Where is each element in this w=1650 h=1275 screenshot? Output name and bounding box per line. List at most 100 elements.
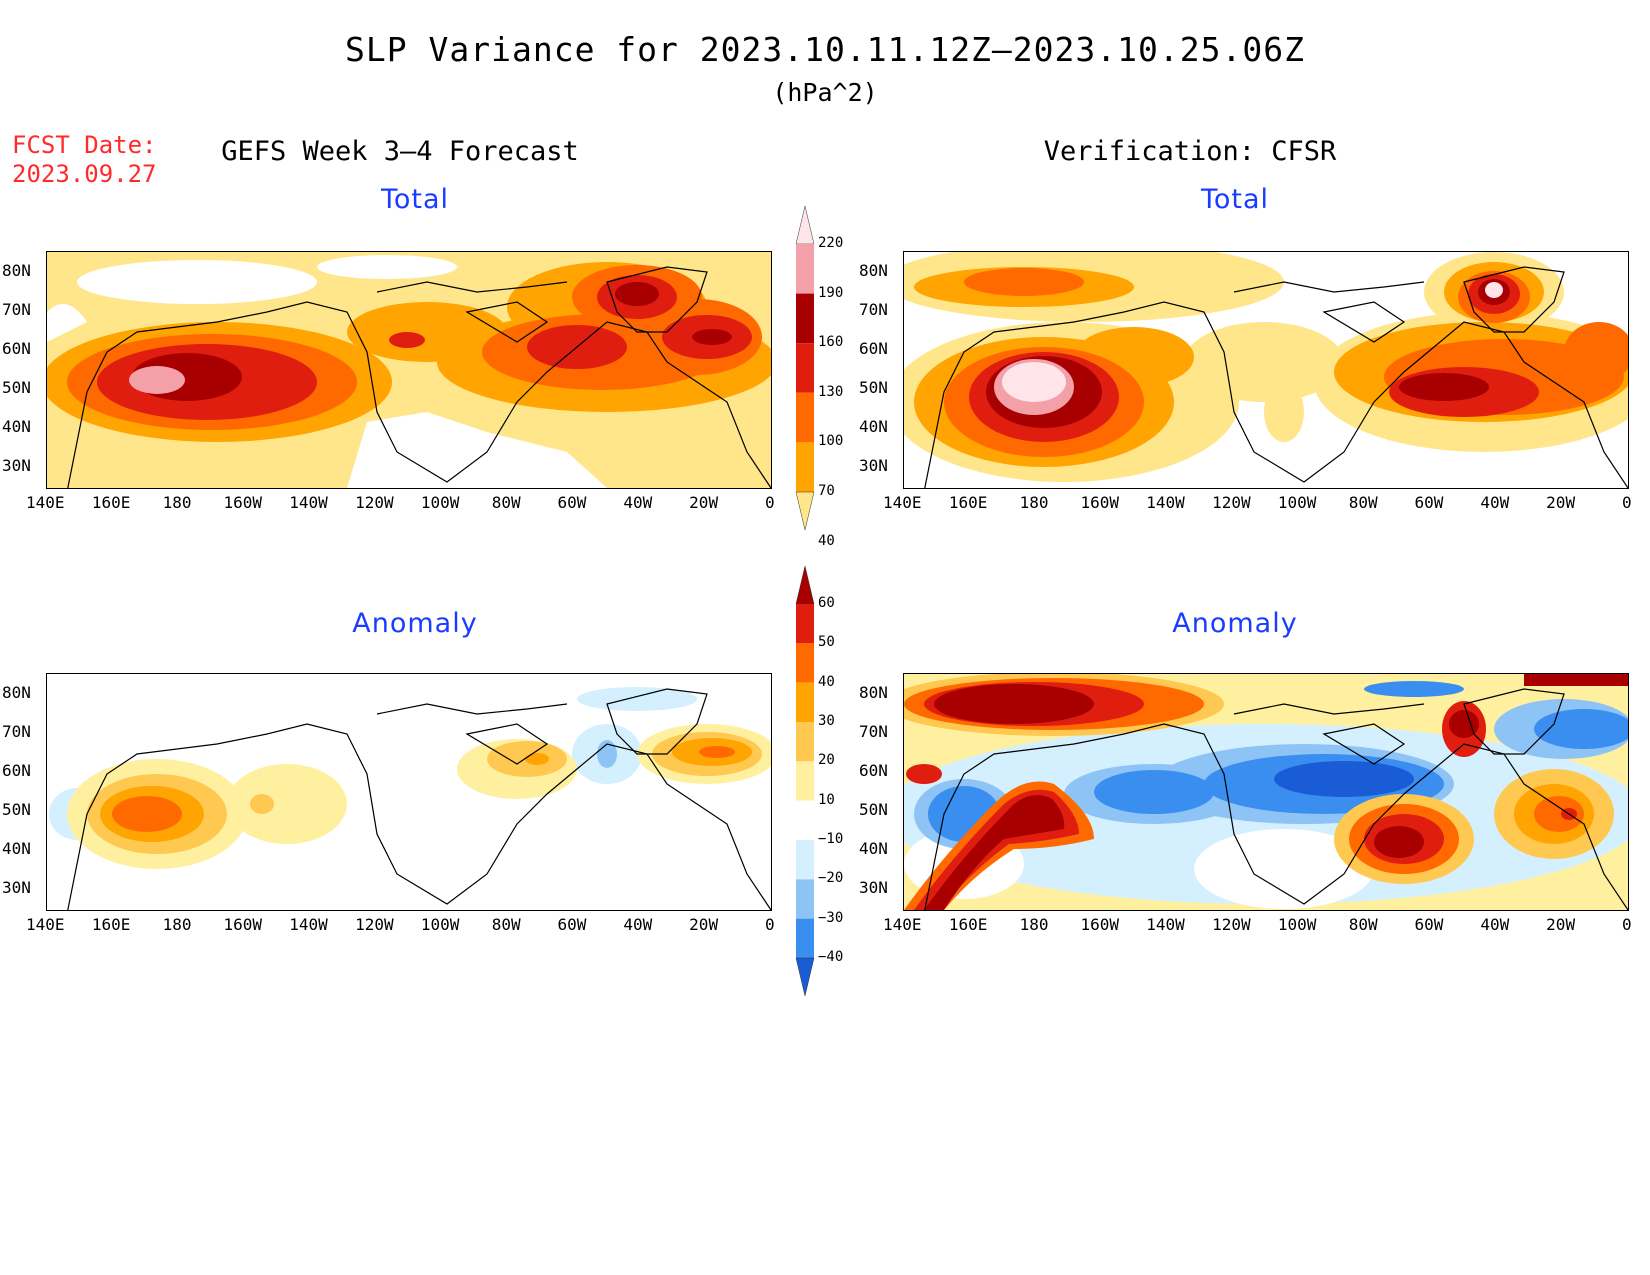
top-right-panel-title: Total <box>1200 184 1270 215</box>
lat-tick-label: 40N <box>2 839 31 858</box>
lon-tick-label: 20W <box>689 915 719 934</box>
lon-tick-label: 100W <box>1277 915 1317 934</box>
lat-tick-label: 80N <box>2 261 31 280</box>
fcst-date-value: 2023.09.27 <box>12 160 157 188</box>
lat-tick-label: 60N <box>859 761 888 780</box>
lon-tick-label: 160W <box>223 915 262 934</box>
coastline-outline <box>67 266 771 488</box>
colorbar-tick-label: 40 <box>818 673 835 690</box>
cfsr-total-field <box>904 252 1628 488</box>
colorbar-tick-label: 60 <box>818 595 835 611</box>
lon-tick-label: 140E <box>26 915 65 934</box>
lon-tick-label: 140W <box>1146 493 1185 512</box>
lon-tick-label: 180 <box>1019 493 1049 512</box>
map-gefs-anomaly <box>46 673 772 911</box>
colorbar-tick-label: 70 <box>818 483 835 499</box>
lon-tick-label: 160E <box>948 915 988 934</box>
lat-tick-label: 30N <box>2 456 31 475</box>
lat-tick-label: 50N <box>859 378 888 397</box>
lat-tick-label: 60N <box>2 761 31 780</box>
lat-tick-label: 50N <box>859 800 888 819</box>
lon-tick-label: 140W <box>289 493 328 512</box>
colorbar-segment <box>796 722 814 762</box>
lat-tick-label: 50N <box>2 378 31 397</box>
lon-tick-label: 60W <box>557 915 587 934</box>
lon-tick-label: 140W <box>289 915 328 934</box>
colorbar-tick-label: 10 <box>818 791 835 808</box>
lon-tick-label: 160W <box>223 493 262 512</box>
colorbar-anomaly <box>795 566 815 996</box>
lon-tick-label: 100W <box>1277 493 1317 512</box>
colorbar-total <box>795 206 815 530</box>
map-gefs-total <box>46 251 772 489</box>
colorbar-bottom-triangle <box>795 957 815 996</box>
colorbar-tick-label: 130 <box>818 383 844 400</box>
lon-tick-label: 180 <box>162 915 192 934</box>
lat-tick-label: 70N <box>2 300 31 319</box>
lat-tick-label: 50N <box>2 800 31 819</box>
colorbar-tick-label: 160 <box>818 334 844 351</box>
lon-tick-label: 80W <box>1348 915 1378 934</box>
left-column-title: GEFS Week 3–4 Forecast <box>221 136 579 167</box>
colorbar-segment <box>796 682 814 722</box>
lon-tick-label: 20W <box>1546 493 1576 512</box>
lon-tick-label: 80W <box>491 493 521 512</box>
units-label: (hPa^2) <box>772 78 878 107</box>
colorbar-segment <box>796 244 814 294</box>
colorbar-tick-label: 100 <box>818 433 844 450</box>
lon-tick-label: 120W <box>355 915 394 934</box>
lat-tick-label: 70N <box>2 722 31 741</box>
colorbar-segment <box>796 293 814 344</box>
lon-tick-label: 40W <box>623 493 653 512</box>
colorbar-segment <box>796 918 814 958</box>
lon-tick-label: 0 <box>1622 493 1632 512</box>
coastline-outline <box>67 688 771 910</box>
lat-tick-label: 60N <box>2 339 31 358</box>
lat-tick-label: 80N <box>2 683 31 702</box>
lat-tick-label: 40N <box>859 839 888 858</box>
cfsr-anomaly-field <box>904 674 1628 910</box>
lat-tick-label: 70N <box>859 300 888 319</box>
lat-tick-label: 70N <box>859 722 888 741</box>
colorbar-segment <box>796 800 814 840</box>
lon-tick-label: 180 <box>162 493 192 512</box>
colorbar-segment <box>796 392 814 443</box>
colorbar-segment <box>796 643 814 683</box>
lon-tick-label: 20W <box>1546 915 1576 934</box>
lon-tick-label: 140E <box>26 493 65 512</box>
colorbar-tick-label: −20 <box>818 870 844 887</box>
colorbar-segment <box>796 604 814 644</box>
lon-tick-label: 80W <box>1348 493 1378 512</box>
lon-tick-label: 40W <box>623 915 653 934</box>
bottom-right-panel-title: Anomaly <box>1172 608 1298 639</box>
colorbar-top-triangle <box>795 206 815 245</box>
lon-tick-label: 80W <box>491 915 521 934</box>
lon-tick-label: 0 <box>765 915 775 934</box>
lon-tick-label: 60W <box>1414 493 1444 512</box>
lat-tick-label: 80N <box>859 683 888 702</box>
gefs-total-field <box>47 252 771 488</box>
colorbar-segment <box>796 879 814 919</box>
lon-tick-label: 140E <box>883 493 922 512</box>
lat-tick-label: 30N <box>2 878 31 897</box>
lon-tick-label: 120W <box>1212 493 1251 512</box>
gefs-anomaly-field <box>47 674 771 910</box>
lon-tick-label: 180 <box>1019 915 1049 934</box>
lon-tick-label: 100W <box>420 493 460 512</box>
lon-tick-label: 20W <box>689 493 719 512</box>
colorbar-tick-label: 50 <box>818 634 835 651</box>
lon-tick-label: 160E <box>948 493 988 512</box>
lon-tick-label: 60W <box>557 493 587 512</box>
colorbar-segment <box>796 840 814 880</box>
colorbar-segment <box>796 442 814 492</box>
map-cfsr-total <box>903 251 1629 489</box>
colorbar-tick-label: −10 <box>818 831 844 847</box>
lat-tick-label: 30N <box>859 456 888 475</box>
fcst-label: FCST Date: <box>12 131 157 159</box>
colorbar-tick-label: 190 <box>818 284 844 301</box>
lon-tick-label: 0 <box>1622 915 1632 934</box>
lat-tick-label: 80N <box>859 261 888 280</box>
lon-tick-label: 160W <box>1080 493 1119 512</box>
lon-tick-label: 40W <box>1480 915 1510 934</box>
colorbar-segment <box>796 761 814 801</box>
